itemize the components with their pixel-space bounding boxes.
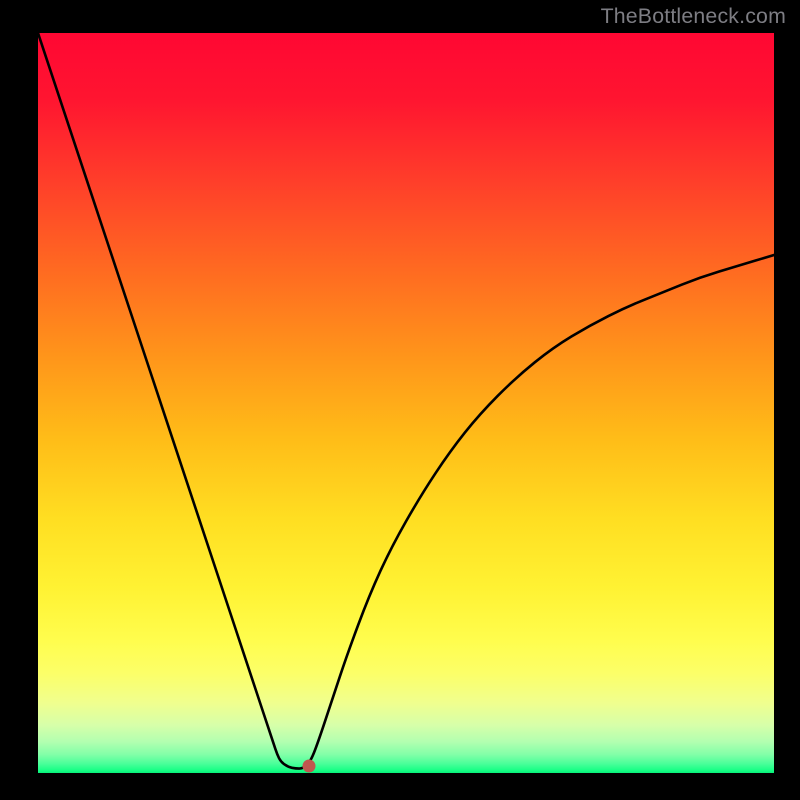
bottleneck-curve xyxy=(38,33,774,769)
chart-root: TheBottleneck.com xyxy=(0,0,800,800)
optimum-marker xyxy=(302,760,315,773)
watermark-text: TheBottleneck.com xyxy=(601,4,786,29)
plot-area xyxy=(38,33,774,773)
bottleneck-curve-svg xyxy=(38,33,774,773)
